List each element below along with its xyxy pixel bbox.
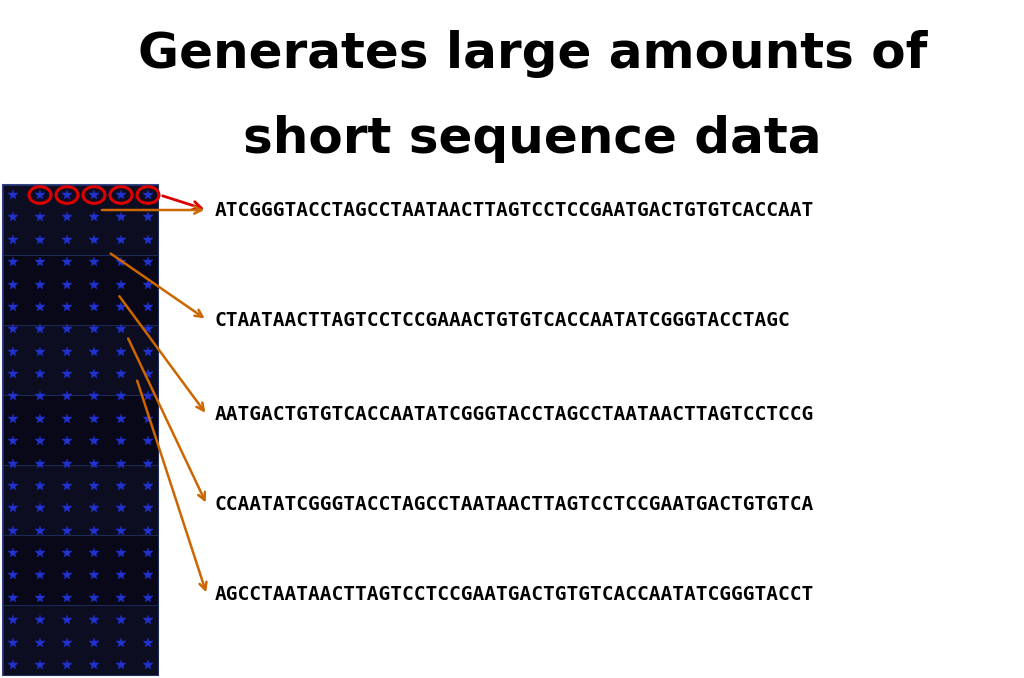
Text: AGCCTAATAACTTAGTCCTCCGAATGACTGTGTCACCAATATCGGGTACCT: AGCCTAATAACTTAGTCCTCCGAATGACTGTGTCACCAAT…	[215, 586, 814, 605]
Bar	[3, 255, 158, 325]
Text: Generates large amounts of: Generates large amounts of	[138, 30, 927, 78]
Bar	[3, 325, 158, 395]
Bar	[3, 535, 158, 605]
Bar	[3, 605, 158, 675]
Text: CTAATAACTTAGTCCTCCGAAACTGTGTCACCAATATCGGGTACCTAGC: CTAATAACTTAGTCCTCCGAAACTGTGTCACCAATATCGG…	[215, 311, 791, 330]
Text: ATCGGGTACCTAGCCTAATAACTTAGTCCTCCGAATGACTGTGTCACCAAT: ATCGGGTACCTAGCCTAATAACTTAGTCCTCCGAATGACT…	[215, 201, 814, 220]
Bar	[3, 185, 158, 255]
Bar	[3, 465, 158, 535]
Text: AATGACTGTGTCACCAATATCGGGTACCTAGCCTAATAACTTAGTCCTCCG: AATGACTGTGTCACCAATATCGGGTACCTAGCCTAATAAC…	[215, 405, 814, 424]
Text: CCAATATCGGGTACCTAGCCTAATAACTTAGTCCTCCGAATGACTGTGTCA: CCAATATCGGGTACCTAGCCTAATAACTTAGTCCTCCGAA…	[215, 496, 814, 515]
Text: short sequence data: short sequence data	[244, 115, 821, 163]
Bar	[3, 395, 158, 465]
Bar	[3, 185, 158, 675]
